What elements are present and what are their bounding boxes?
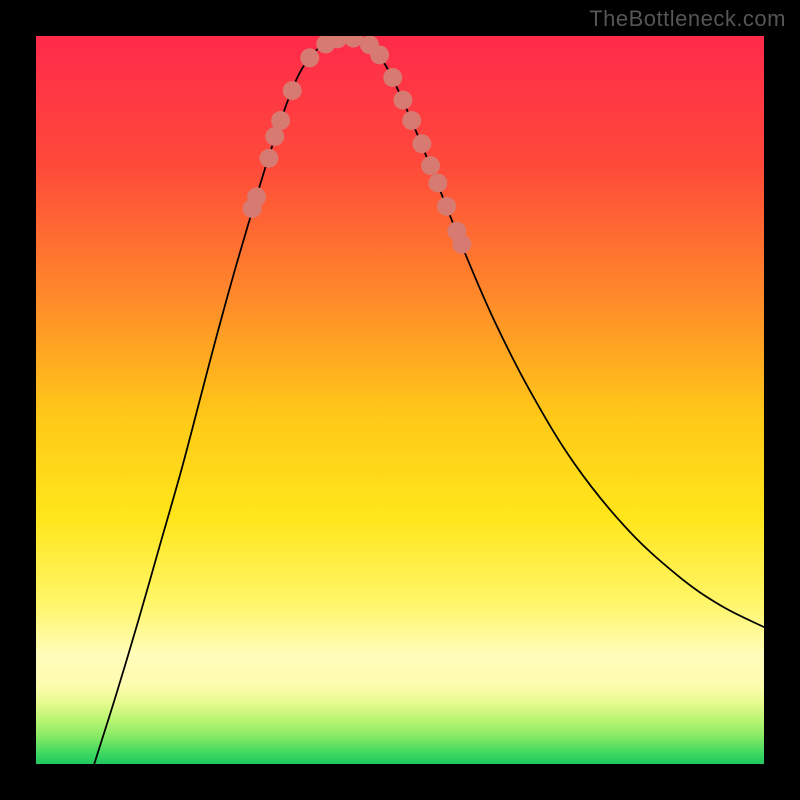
data-point-marker <box>271 111 290 130</box>
data-point-marker <box>383 68 402 87</box>
data-point-marker <box>437 197 456 216</box>
data-point-marker <box>393 91 412 110</box>
data-point-marker <box>402 111 421 130</box>
data-point-marker <box>370 45 389 64</box>
watermark-text: TheBottleneck.com <box>589 6 786 32</box>
data-point-marker <box>421 156 440 175</box>
data-point-marker <box>452 235 471 254</box>
data-point-marker <box>283 81 302 100</box>
data-point-marker <box>428 174 447 193</box>
data-point-marker <box>300 48 319 67</box>
bottleneck-chart <box>36 36 764 764</box>
data-point-marker <box>247 187 266 206</box>
chart-area <box>36 36 764 764</box>
data-point-marker <box>259 149 278 168</box>
data-point-marker <box>412 134 431 153</box>
gradient-background <box>36 36 764 764</box>
